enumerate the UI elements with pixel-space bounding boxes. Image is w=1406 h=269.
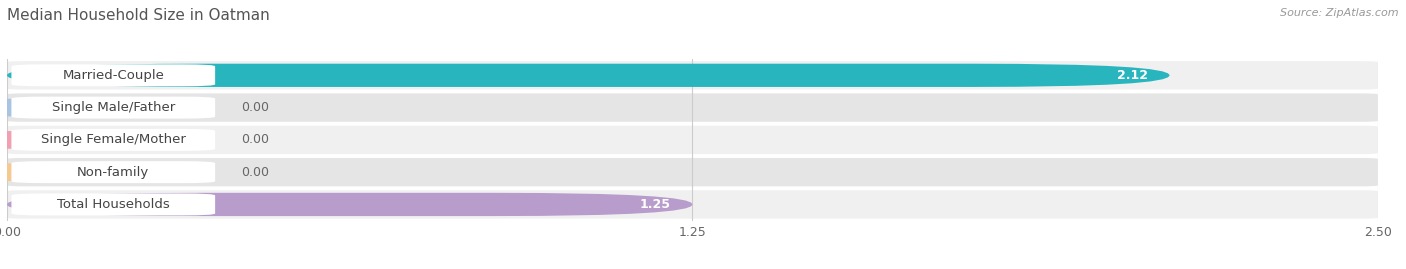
Text: 1.25: 1.25 [640,198,671,211]
FancyBboxPatch shape [7,126,1378,154]
Circle shape [0,100,145,116]
FancyBboxPatch shape [11,193,215,215]
FancyBboxPatch shape [7,61,1378,90]
FancyBboxPatch shape [7,158,1378,186]
FancyBboxPatch shape [7,193,693,216]
Circle shape [0,132,145,148]
Text: 0.00: 0.00 [242,101,270,114]
FancyBboxPatch shape [7,190,1378,219]
FancyBboxPatch shape [11,64,215,86]
Text: Median Household Size in Oatman: Median Household Size in Oatman [7,8,270,23]
Text: Non-family: Non-family [77,166,149,179]
Text: Single Male/Father: Single Male/Father [52,101,174,114]
Text: Source: ZipAtlas.com: Source: ZipAtlas.com [1281,8,1399,18]
FancyBboxPatch shape [11,97,215,119]
Text: Total Households: Total Households [56,198,170,211]
FancyBboxPatch shape [11,161,215,183]
Text: 0.00: 0.00 [242,133,270,146]
FancyBboxPatch shape [7,64,1170,87]
FancyBboxPatch shape [11,129,215,151]
FancyBboxPatch shape [7,93,1378,122]
Text: Married-Couple: Married-Couple [62,69,165,82]
Circle shape [0,164,145,180]
Text: 0.00: 0.00 [242,166,270,179]
Text: 2.12: 2.12 [1116,69,1147,82]
Text: Single Female/Mother: Single Female/Mother [41,133,186,146]
